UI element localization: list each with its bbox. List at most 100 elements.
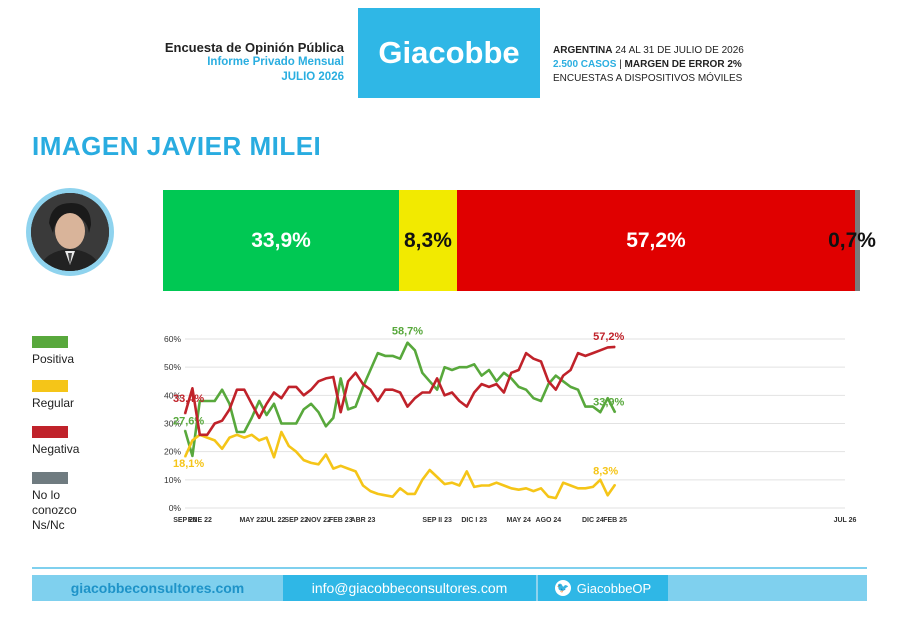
data-point-positiva xyxy=(325,425,327,427)
data-label-last-negativa: 57,2% xyxy=(593,331,624,343)
x-tick-label: FEB 25 xyxy=(603,517,627,524)
summary-label-negativa: 57,2% xyxy=(626,228,686,252)
data-point-negativa xyxy=(214,422,216,425)
data-point-positiva xyxy=(392,355,394,357)
data-point-regular xyxy=(184,456,186,458)
data-point-regular xyxy=(466,470,468,472)
x-tick-label: MAY 22 xyxy=(239,517,264,524)
data-point-negativa xyxy=(347,380,349,382)
data-point-positiva xyxy=(406,342,409,344)
data-point-positiva xyxy=(317,411,320,413)
data-point-regular xyxy=(214,439,216,441)
y-tick-label: 50% xyxy=(164,362,181,372)
summary-label-nsnc: 0,7% xyxy=(828,228,876,252)
data-point-regular xyxy=(280,431,283,433)
x-tick-label: FEB 23 xyxy=(329,517,353,524)
data-point-regular xyxy=(406,493,409,495)
person-portrait-icon xyxy=(31,193,109,271)
data-point-negativa xyxy=(495,383,498,385)
data-point-negativa xyxy=(577,352,579,354)
summary-segment-negativa: 57,2% xyxy=(456,190,856,291)
data-point-negativa xyxy=(206,434,208,436)
data-point-regular xyxy=(310,462,312,464)
header-survey-block: Encuesta de Opinión Pública Informe Priv… xyxy=(165,40,344,85)
data-point-positiva xyxy=(221,389,223,391)
data-point-positiva xyxy=(599,411,601,413)
data-point-regular xyxy=(443,483,446,485)
legend-item-positiva: Positiva xyxy=(32,336,74,367)
data-point-positiva xyxy=(414,349,416,351)
data-label-first-positiva: 27,6% xyxy=(173,415,204,427)
data-point-positiva xyxy=(265,414,268,416)
data-point-positiva xyxy=(495,380,498,382)
data-point-positiva xyxy=(481,375,483,377)
data-point-negativa xyxy=(280,397,283,399)
data-point-negativa xyxy=(184,413,186,415)
data-point-negativa xyxy=(592,352,594,354)
data-point-regular xyxy=(481,484,483,487)
data-point-regular xyxy=(243,436,245,439)
x-tick-label: NOV 22 xyxy=(306,517,331,524)
data-point-regular xyxy=(458,484,460,487)
data-point-positiva xyxy=(555,375,557,377)
data-point-regular xyxy=(377,493,379,495)
data-point-regular xyxy=(555,497,557,499)
data-point-regular xyxy=(570,484,572,487)
legend-item-regular: Regular xyxy=(32,380,74,411)
survey-method: ENCUESTAS A DISPOSITIVOS MÓVILES xyxy=(553,73,743,84)
data-point-negativa xyxy=(362,383,364,385)
summary-bar: 33,9% 8,3% 57,2% 0,7% xyxy=(163,190,876,291)
data-point-negativa xyxy=(532,358,535,360)
data-point-negativa xyxy=(251,403,253,405)
x-tick-label: SEP 20 xyxy=(173,517,197,524)
data-point-regular xyxy=(228,436,231,439)
footer-email-link[interactable]: info@giacobbeconsultores.com xyxy=(283,575,536,601)
data-point-positiva xyxy=(607,397,609,399)
data-point-negativa xyxy=(258,417,260,419)
data-point-negativa xyxy=(555,389,557,391)
data-point-positiva xyxy=(532,397,535,399)
data-point-regular xyxy=(577,487,579,489)
data-point-negativa xyxy=(332,376,334,378)
data-point-positiva xyxy=(288,422,290,425)
data-point-regular xyxy=(295,451,297,453)
data-label-first-negativa: 33,4% xyxy=(173,393,204,405)
data-point-regular xyxy=(354,470,357,472)
data-point-negativa xyxy=(488,386,490,388)
data-point-regular xyxy=(258,439,260,441)
data-point-positiva xyxy=(458,366,460,368)
data-point-negativa xyxy=(377,400,379,402)
data-point-negativa xyxy=(503,391,505,394)
data-point-regular xyxy=(614,484,616,486)
data-point-negativa xyxy=(540,360,542,363)
summary-label-positiva: 33,9% xyxy=(251,228,311,252)
y-tick-label: 10% xyxy=(164,475,181,485)
data-point-negativa xyxy=(414,397,416,399)
report-month: JULIO 2026 xyxy=(281,71,344,83)
data-point-positiva xyxy=(362,386,364,388)
survey-dates: 24 AL 31 DE JULIO DE 2026 xyxy=(615,45,744,56)
data-point-negativa xyxy=(562,375,564,377)
data-point-positiva xyxy=(488,369,490,371)
legend-swatch-positiva xyxy=(32,336,68,348)
x-tick-label: ENE 22 xyxy=(188,517,212,524)
data-label-last-regular: 8,3% xyxy=(593,466,618,478)
data-point-positiva xyxy=(332,417,334,419)
data-point-positiva xyxy=(377,352,379,354)
data-point-regular xyxy=(436,476,438,478)
footer-website-link[interactable]: giacobbeconsultores.com xyxy=(70,580,245,596)
data-point-negativa xyxy=(518,369,520,371)
y-tick-label: 60% xyxy=(164,334,181,344)
data-point-positiva xyxy=(614,411,616,414)
data-point-negativa xyxy=(443,394,446,396)
data-point-negativa xyxy=(525,352,527,354)
data-point-regular xyxy=(191,439,194,441)
x-tick-label: MAY 24 xyxy=(506,517,531,524)
survey-title: Encuesta de Opinión Pública xyxy=(164,40,344,55)
data-point-regular xyxy=(525,487,527,489)
footer-twitter-link[interactable]: 🐦 GiacobbeOP xyxy=(536,575,668,601)
data-point-regular xyxy=(592,486,594,488)
data-label-last-positiva: 33,9% xyxy=(593,397,624,409)
data-point-positiva xyxy=(273,403,275,405)
